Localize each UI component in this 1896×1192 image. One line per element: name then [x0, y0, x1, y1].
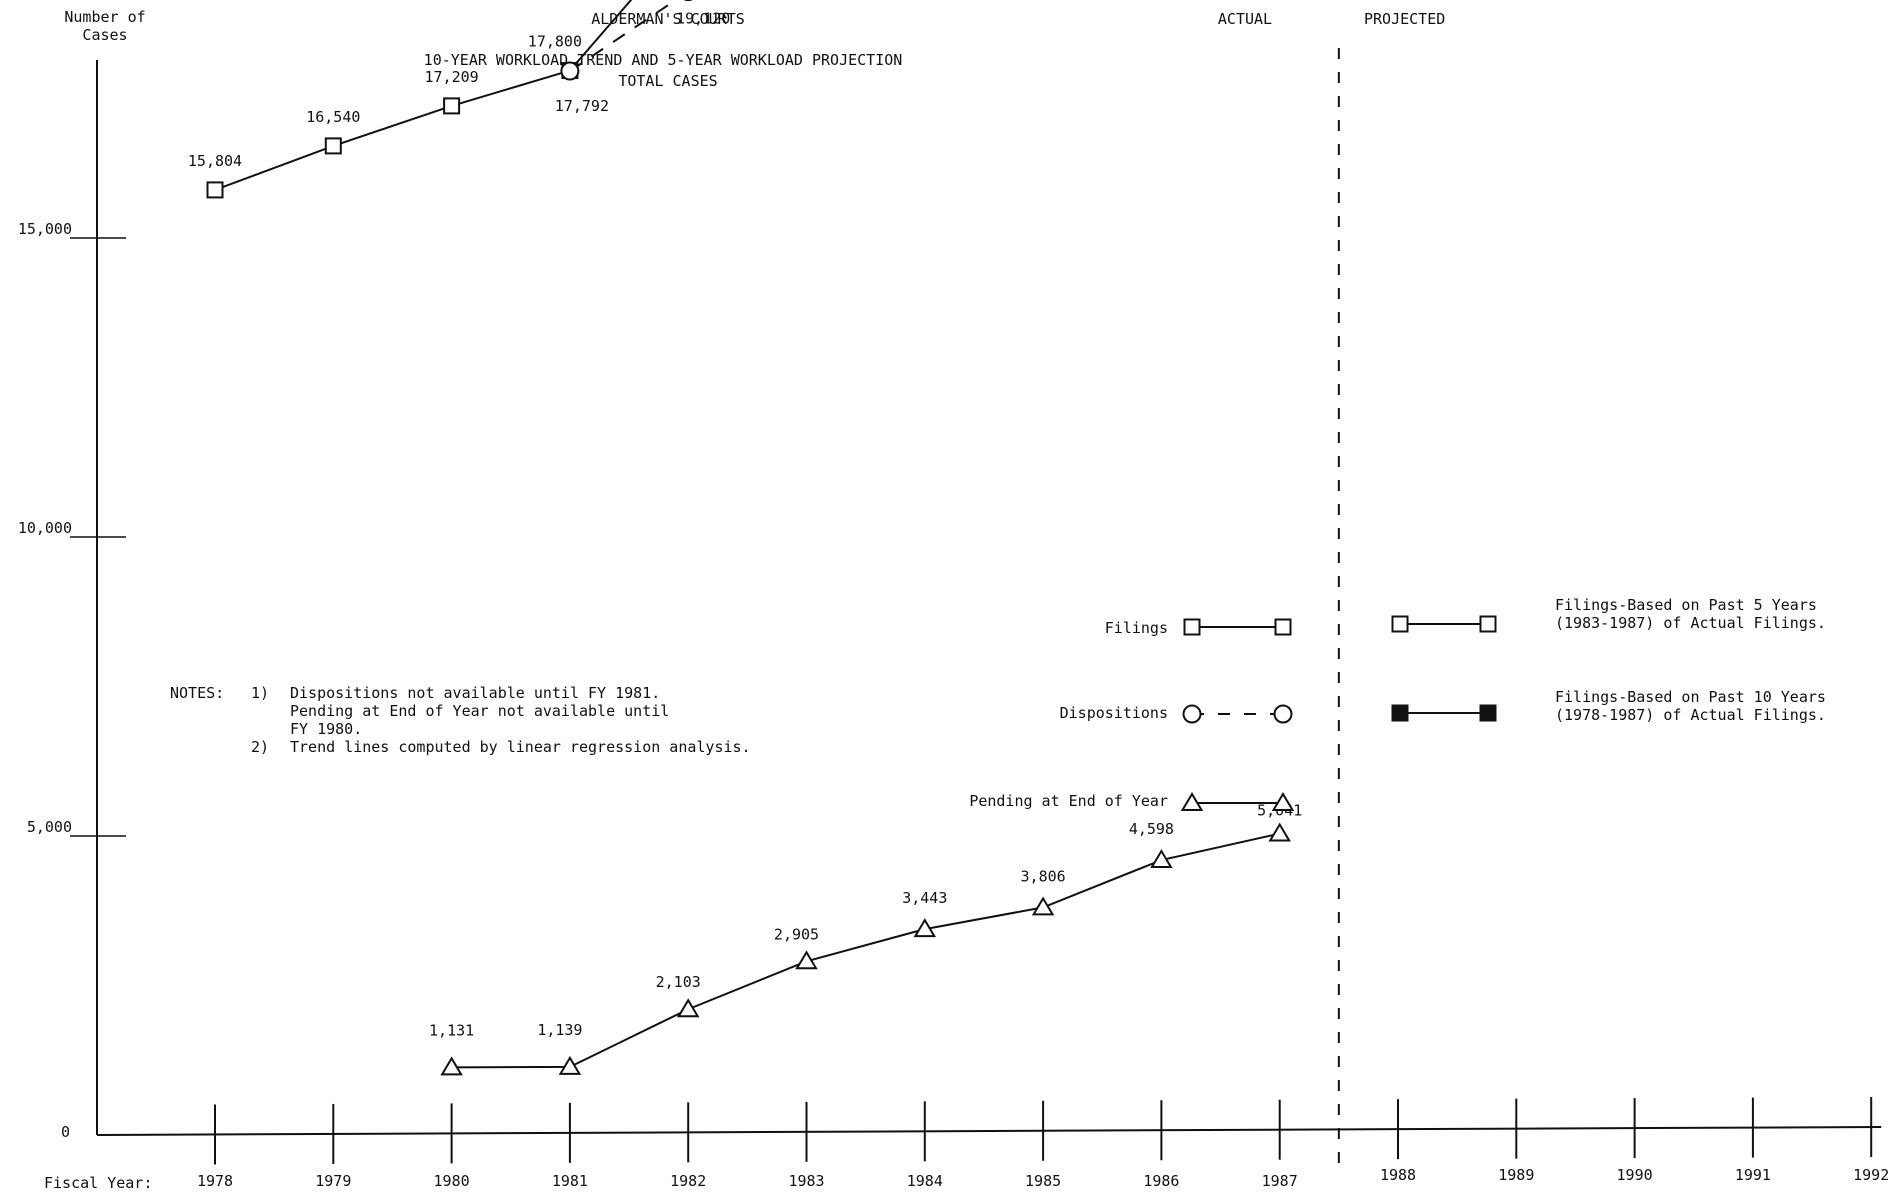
note-number: 2) — [251, 738, 269, 756]
filings-marker — [443, 97, 461, 115]
y-tick-label: 15,000 — [18, 220, 72, 238]
y-tick-label: 0 — [61, 1123, 70, 1141]
actual-label: ACTUAL — [1218, 10, 1272, 28]
filings-line — [214, 0, 633, 191]
legend: Filings Dispositions Pending at End of Yea… — [969, 596, 1826, 811]
notes: NOTES: 1) Dispositions not available until… — [170, 684, 751, 756]
y-axis-title-line-1: Number of — [64, 8, 145, 26]
legend-marker — [1479, 615, 1497, 633]
pending-marker — [1150, 849, 1173, 869]
filings-value-label: 17,209 — [425, 68, 479, 86]
x-tick-label: 1978 — [197, 1172, 233, 1190]
legend-marker — [1274, 618, 1292, 636]
x-axis-line — [96, 1126, 1882, 1136]
pending-marker — [558, 1055, 582, 1075]
filings-value-label: 17,800 — [528, 33, 582, 51]
legend-marker — [1271, 792, 1295, 811]
legend-marker — [1180, 792, 1204, 811]
legend-label: (1983-1987) of Actual Filings. — [1555, 614, 1826, 632]
legend-marker — [1182, 704, 1202, 724]
x-tick-label: 1987 — [1262, 1172, 1298, 1190]
x-tick-label: 1990 — [1617, 1166, 1653, 1184]
x-axis-title: Fiscal Year: — [44, 1174, 152, 1192]
note-line: FY 1980. — [290, 720, 362, 738]
data-labels: 15,80416,54017,20917,80020,08423,96524,8… — [188, 10, 1302, 1040]
filings-value-label: 16,540 — [306, 108, 360, 126]
x-tick-label: 1985 — [1025, 1172, 1061, 1190]
pending-marker — [676, 998, 700, 1018]
series-markers — [206, 0, 1291, 1076]
legend-marker — [1391, 615, 1409, 633]
pending-value-label: 2,103 — [656, 973, 701, 991]
legend-marker — [1273, 704, 1293, 724]
x-tick-label: 1986 — [1143, 1172, 1179, 1190]
legend-label: (1978-1987) of Actual Filings. — [1555, 706, 1826, 724]
x-tick-label: 1981 — [552, 1172, 588, 1190]
series-lines — [214, 0, 1280, 1069]
pending-marker — [1268, 822, 1291, 842]
x-tick-label: 1992 — [1853, 1166, 1889, 1184]
chart-subtitle-line-1: 10-YEAR WORKLOAD TREND AND 5-YEAR WORKLO… — [424, 51, 903, 69]
legend-label: Filings-Based on Past 5 Years — [1555, 596, 1817, 614]
x-tick-label: 1982 — [670, 1172, 706, 1190]
chart-title: ALDERMAN'S COURTS — [591, 10, 745, 28]
filings-value-label: 15,804 — [188, 152, 242, 170]
pending-value-label: 3,443 — [902, 889, 947, 907]
note-line: Trend lines computed by linear regressio… — [290, 738, 751, 756]
y-tick-label: 5,000 — [27, 818, 72, 836]
dispositions-value-label: 17,792 — [555, 97, 609, 115]
x-tick-label: 1989 — [1498, 1166, 1534, 1184]
pending-value-label: 4,598 — [1129, 820, 1174, 838]
dispositions-marker — [560, 61, 580, 81]
legend-label: Filings-Based on Past 10 Years — [1555, 688, 1826, 706]
pending-marker — [795, 950, 818, 970]
dispositions-value-label: 19,120 — [676, 10, 730, 28]
legend-label: Filings — [1105, 619, 1168, 637]
y-axis-title-line-2: Cases — [82, 26, 127, 44]
pending-value-label: 1,131 — [429, 1021, 474, 1039]
x-tick-label: 1979 — [315, 1172, 351, 1190]
projected-label: PROJECTED — [1364, 10, 1445, 28]
note-line: Pending at End of Year not available unt… — [290, 702, 669, 720]
note-line: Dispositions not available until FY 1981… — [290, 684, 660, 702]
pending-marker — [1031, 896, 1055, 916]
axes: 05,00010,00015,00020,00025,00030,0001978… — [18, 60, 1889, 1190]
legend-marker — [1391, 704, 1409, 722]
legend-marker — [1479, 704, 1497, 722]
x-tick-label: 1980 — [434, 1172, 470, 1190]
pending-marker — [913, 918, 937, 938]
x-tick-label: 1991 — [1735, 1166, 1771, 1184]
filings-marker — [206, 181, 224, 199]
pending-value-label: 1,139 — [537, 1021, 582, 1039]
x-tick-label: 1983 — [788, 1172, 824, 1190]
legend-marker — [1183, 618, 1201, 636]
pending-marker — [440, 1056, 463, 1076]
notes-heading: NOTES: — [170, 684, 224, 702]
chart-subtitle-line-2: TOTAL CASES — [618, 72, 717, 90]
note-number: 1) — [251, 684, 269, 702]
legend-label: Dispositions — [1060, 704, 1168, 722]
legend-label: Pending at End of Year — [969, 792, 1168, 810]
y-tick-label: 10,000 — [18, 519, 72, 537]
pending-line — [451, 832, 1280, 1069]
pending-value-label: 2,905 — [774, 925, 819, 943]
x-tick-label: 1988 — [1380, 1166, 1416, 1184]
x-tick-label: 1984 — [907, 1172, 943, 1190]
filings-marker — [324, 137, 342, 155]
pending-value-label: 3,806 — [1021, 867, 1066, 885]
